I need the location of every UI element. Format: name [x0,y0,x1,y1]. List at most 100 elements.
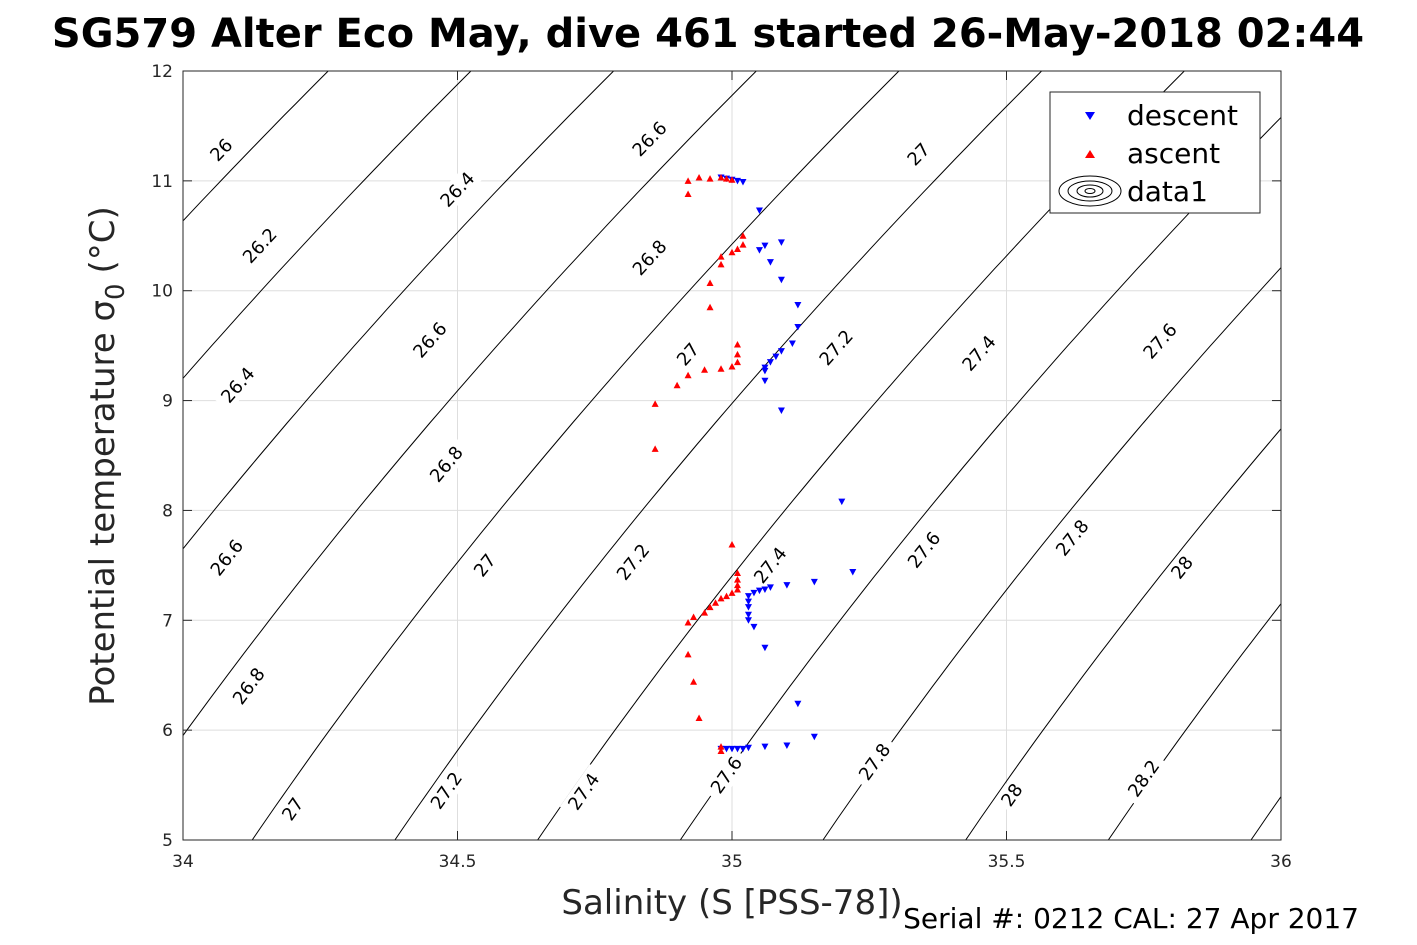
x-tick-label-2: 35 [721,852,743,872]
descent-point [750,623,758,631]
ascent-point [733,586,741,593]
ascent-point [733,245,741,252]
ascent-point [723,592,731,600]
contour-label-background [224,658,274,714]
ascent-point [717,365,725,372]
y-axis-label: Potential temperature σ0 (°C) [83,206,131,706]
legend-item-ascent: ascent [1085,137,1220,170]
ascent-point [684,371,692,379]
descent-point [772,353,780,361]
footer-calibration: Serial #: 0212 CAL: 27 Apr 2017 [903,902,1359,935]
contour-label-background [203,131,240,169]
descent-point [744,617,752,624]
descent-point [744,611,752,619]
ascent-point [728,363,736,370]
ascent-point [684,618,692,626]
descent-point [777,276,785,284]
contour-label-background [275,790,311,828]
legend-label-descent: descent [1127,99,1238,132]
ascent-point [701,366,709,373]
legend: descent ascent data1 [1049,91,1261,214]
descent-point [733,177,741,185]
contour-label-background [1047,510,1098,566]
contour-label-background [745,538,796,593]
contour-line-27 [394,71,1043,840]
contour-label-background [850,734,899,790]
contour-label-background [234,219,286,273]
y-tick-label-0: 5 [162,831,173,851]
contour-line-28 [1107,602,1281,840]
contour-label-background [422,763,471,819]
ascent-point [723,175,731,182]
descent-point [766,359,774,366]
y-axis-label-main: Potential temperature σ [83,300,123,706]
contour-label-background [559,764,608,820]
legend-label-ascent: ascent [1127,137,1220,170]
x-tick-label-0: 34 [172,852,194,872]
descent-point [739,745,747,753]
ascent-point [733,569,741,577]
descent-point [810,733,818,741]
ascent-point [690,613,698,620]
ascent-point [733,576,741,583]
ascent-point [717,743,725,750]
descent-point [761,242,769,250]
descent-point [750,589,758,597]
ascent-point [706,603,714,611]
ascent-point [733,581,741,589]
x-axis-label: Salinity (S [PSS-78]) [561,883,902,923]
descent-point [849,568,857,576]
ascent-point [706,303,714,311]
descent-point [744,744,752,752]
contour-label-background [953,326,1005,381]
contour-label-background [1164,549,1201,587]
ascent-point [684,177,692,184]
y-tick-label-5: 10 [151,282,173,302]
x-tick-label-4: 36 [1270,852,1292,872]
descent-point [838,498,846,506]
descent-point [723,745,731,753]
ascent-point [728,589,736,596]
contour-label-background [669,335,707,373]
ascent-point [706,279,714,287]
descent-point [810,578,818,586]
legend-item-data1: data1 [1058,175,1208,208]
chart-title: SG579 Alter Eco May, dive 461 started 26… [52,11,1364,57]
ascent-point [651,400,659,407]
descent-point [777,348,785,355]
descent-point [794,700,802,708]
descent-point [744,593,752,600]
descent-point [777,407,785,414]
descent-point [783,742,791,750]
legend-marker-ascent [1085,150,1095,158]
axis-ticks: 34 34.5 35 35.5 36 5 6 7 8 9 10 11 12 [151,62,1291,872]
contour-label-background [623,231,676,285]
contour-label-background [212,358,264,413]
ascent-point [717,253,725,260]
descent-point [783,582,791,589]
y-tick-label-1: 6 [162,721,173,741]
y-axis-label-subscript: 0 [101,283,131,300]
contour-label-background [900,136,938,173]
legend-contour-icon [1058,175,1122,207]
ascent-point [701,609,709,616]
descent-point [794,323,802,331]
contour-label-background [608,534,659,590]
descent-point [755,247,763,254]
legend-item-descent: descent [1085,99,1238,132]
y-tick-label-3: 8 [162,501,173,521]
ascent-point [684,190,692,198]
x-tick-label-1: 34.5 [439,852,477,872]
contour-line-26-2 [183,71,472,380]
descent-point [755,587,763,595]
ascent-point [733,358,741,366]
contour-label-background [466,546,503,584]
descent-point [794,301,802,309]
contour-line-27-8 [965,428,1281,840]
contour-label-background [1119,750,1168,807]
descent-point [761,377,769,385]
descent-point [744,604,752,611]
ascent-point [728,248,736,256]
y-tick-label-4: 9 [162,392,173,412]
